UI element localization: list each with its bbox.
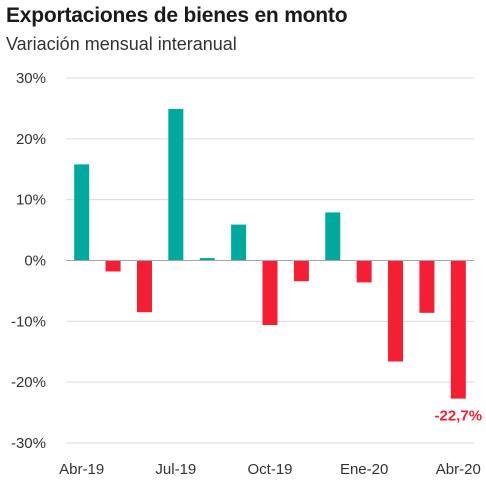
- y-tick-label: -10%: [11, 313, 46, 330]
- chart-subtitle: Variación mensual interanual: [6, 34, 237, 54]
- x-tick-label: Abr-20: [436, 461, 481, 478]
- bar-jul-19: [168, 109, 184, 261]
- y-tick-label: -30%: [11, 435, 46, 452]
- bar-abr-20: [450, 260, 466, 399]
- x-tick-label: Oct-19: [247, 461, 292, 478]
- bar-mar-20: [419, 260, 435, 313]
- data-label: -22,7%: [435, 408, 483, 425]
- bar-ene-20: [356, 260, 372, 283]
- y-tick-label: -20%: [11, 374, 46, 391]
- chart-title: Exportaciones de bienes en monto: [6, 4, 348, 27]
- bar-nov-19: [293, 260, 309, 282]
- bar-abr-19: [74, 164, 90, 261]
- bar-may-19: [105, 260, 121, 272]
- bar-oct-19: [262, 260, 278, 325]
- y-tick-label: 10%: [16, 192, 46, 209]
- bar-ago-19: [199, 258, 215, 261]
- x-tick-label: Ene-20: [340, 461, 388, 478]
- bar-feb-20: [388, 260, 404, 362]
- bar-jun-19: [136, 260, 152, 313]
- y-tick-label: 0%: [24, 253, 46, 270]
- bar-dic-19: [325, 212, 341, 261]
- x-tick-label: Abr-19: [59, 461, 104, 478]
- y-tick-label: 20%: [16, 131, 46, 148]
- bar-sep-19: [231, 224, 247, 261]
- x-tick-label: Jul-19: [155, 461, 196, 478]
- y-tick-label: 30%: [16, 70, 46, 87]
